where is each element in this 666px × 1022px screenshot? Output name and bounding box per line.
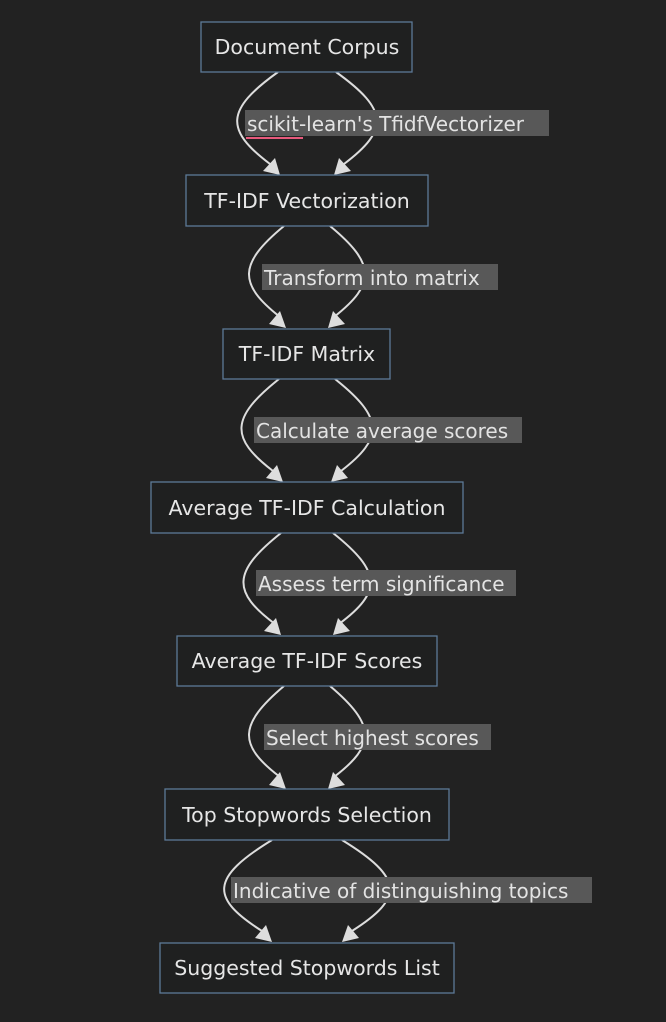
edge-line-left — [242, 532, 282, 625]
node-box — [200, 21, 413, 73]
arrow-head-icon — [328, 772, 345, 789]
edge-line-left — [236, 71, 279, 165]
node-tfidf-matrix[interactable]: TF-IDF Matrix — [222, 328, 391, 380]
edge-line-left — [240, 378, 280, 472]
edge-vectorization-to-matrix: Transform into matrix — [248, 225, 498, 328]
nodes-layer: Document Corpus TF-IDF Vectorization TF-… — [150, 21, 464, 994]
edge-label: Calculate average scores — [256, 419, 508, 443]
node-label: TF-IDF Vectorization — [203, 189, 409, 213]
edge-label: scikit-learn's TfidfVectorizer — [247, 112, 525, 136]
arrow-head-icon — [264, 618, 281, 635]
node-label: Document Corpus — [215, 35, 400, 59]
node-box — [164, 788, 450, 841]
edge-label: Transform into matrix — [263, 266, 480, 290]
arrow-head-icon — [263, 158, 280, 175]
edge-label-background — [254, 417, 522, 443]
edge-topselection-to-suggestedlist: Indicative of distinguishing topics — [223, 839, 592, 942]
edge-label-background — [262, 264, 498, 290]
node-average-tfidf-calculation[interactable]: Average TF-IDF Calculation — [150, 481, 464, 534]
arrow-head-icon — [255, 925, 272, 942]
edge-avgcalc-to-avgscores: Assess term significance — [242, 532, 516, 635]
arrow-head-icon — [342, 925, 359, 942]
node-tfidf-vectorization[interactable]: TF-IDF Vectorization — [185, 174, 429, 227]
edge-label-background — [245, 110, 549, 136]
edge-line-left — [248, 685, 285, 778]
arrow-head-icon — [331, 465, 348, 482]
node-label: TF-IDF Matrix — [238, 342, 375, 366]
arrow-head-icon — [266, 465, 283, 482]
edge-avgscores-to-topselection: Select highest scores — [248, 685, 491, 789]
edge-line-left — [248, 225, 285, 318]
node-box — [222, 328, 391, 380]
edge-label: Indicative of distinguishing topics — [233, 879, 568, 903]
edge-label-background — [256, 570, 516, 596]
edge-label: Assess term significance — [258, 572, 505, 596]
edge-corpus-to-vectorization: scikit-learn's TfidfVectorizer — [236, 71, 549, 175]
node-suggested-stopwords-list[interactable]: Suggested Stopwords List — [159, 942, 455, 994]
node-label: Average TF-IDF Scores — [192, 649, 423, 673]
node-label: Suggested Stopwords List — [174, 956, 440, 980]
edge-line-left — [223, 839, 273, 932]
node-box — [159, 942, 455, 994]
edge-label-background — [231, 877, 592, 903]
arrow-head-icon — [269, 311, 286, 328]
node-average-tfidf-scores[interactable]: Average TF-IDF Scores — [176, 635, 438, 687]
arrow-head-icon — [269, 772, 286, 789]
node-document-corpus[interactable]: Document Corpus — [200, 21, 413, 73]
node-box — [176, 635, 438, 687]
node-box — [185, 174, 429, 227]
arrow-head-icon — [333, 618, 350, 635]
arrow-head-icon — [334, 158, 351, 175]
node-top-stopwords-selection[interactable]: Top Stopwords Selection — [164, 788, 450, 841]
node-label: Average TF-IDF Calculation — [169, 496, 446, 520]
node-box — [150, 481, 464, 534]
edge-label: Select highest scores — [266, 726, 479, 750]
node-label: Top Stopwords Selection — [181, 803, 432, 827]
arrow-head-icon — [328, 311, 345, 328]
edges-layer: scikit-learn's TfidfVectorizer Transform… — [223, 71, 592, 942]
edge-matrix-to-avgcalc: Calculate average scores — [240, 378, 522, 482]
edge-label-background — [264, 724, 491, 750]
